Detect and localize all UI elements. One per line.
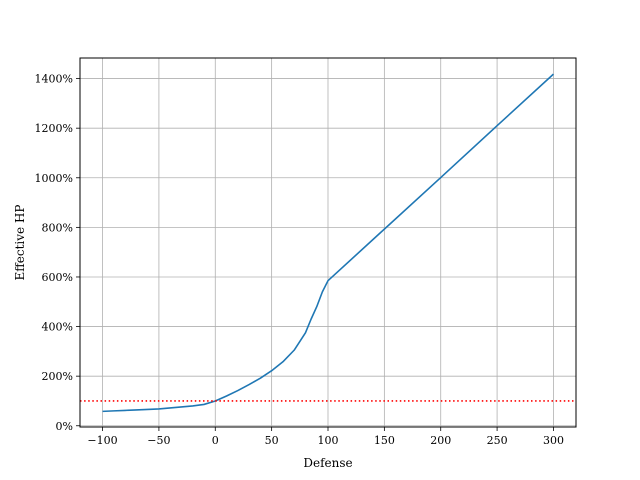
- y-tick-label: 1200%: [35, 122, 73, 135]
- y-axis-ticks: 0% 200% 400% 600% 800% 1000% 1200% 1400%: [35, 73, 80, 433]
- y-tick-label: 1000%: [35, 172, 73, 185]
- x-tick-label: 300: [543, 434, 564, 447]
- y-tick-label: 600%: [42, 271, 73, 284]
- x-tick-label: −100: [87, 434, 117, 447]
- x-tick-label: 150: [374, 434, 395, 447]
- x-tick-label: 100: [318, 434, 339, 447]
- x-axis-label: Defense: [303, 456, 352, 470]
- x-tick-label: 50: [265, 434, 279, 447]
- effective-hp-series: [102, 73, 554, 413]
- y-tick-label: 800%: [42, 221, 73, 234]
- series-layer: [80, 73, 576, 413]
- y-tick-label: 1400%: [35, 73, 73, 86]
- grid: [80, 58, 576, 427]
- y-axis-label: Effective HP: [13, 204, 27, 280]
- x-tick-label: −50: [147, 434, 170, 447]
- x-tick-label: 200: [430, 434, 451, 447]
- y-tick-label: 0%: [56, 420, 73, 433]
- y-tick-label: 400%: [42, 321, 73, 334]
- y-tick-label: 200%: [42, 370, 73, 383]
- x-tick-label: 250: [487, 434, 508, 447]
- x-tick-label: 0: [212, 434, 219, 447]
- x-axis-ticks: −100 −50 0 50 100 150 200 250 300: [87, 427, 564, 447]
